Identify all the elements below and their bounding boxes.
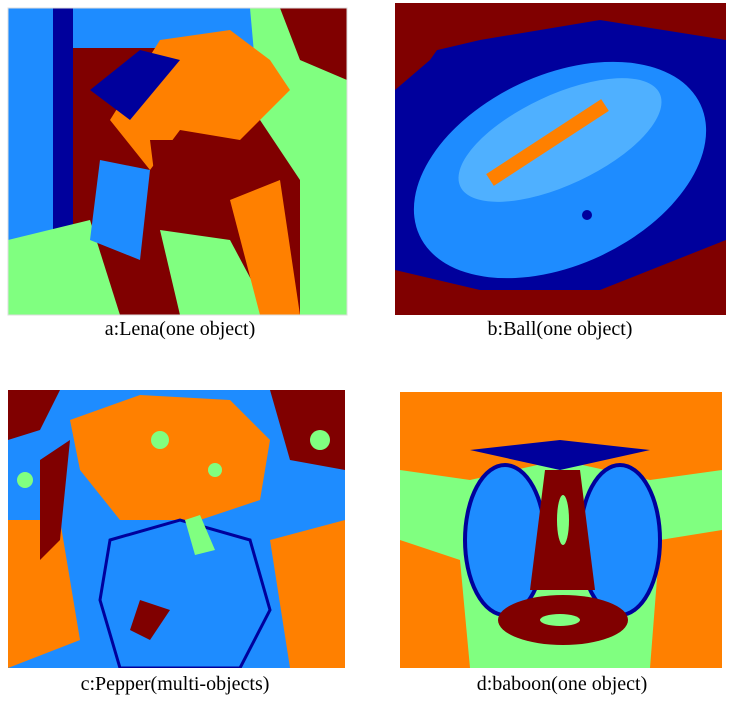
panel-pepper [8,390,345,668]
panel-baboon [400,392,722,668]
caption: b:Ball(one object) [488,318,633,340]
caption: a:Lena(one object) [105,318,255,340]
panel-lena [7,7,348,316]
caption: c:Pepper(multi-objects) [81,673,270,695]
panel-ball [395,3,726,315]
caption: d:baboon(one object) [477,673,648,695]
